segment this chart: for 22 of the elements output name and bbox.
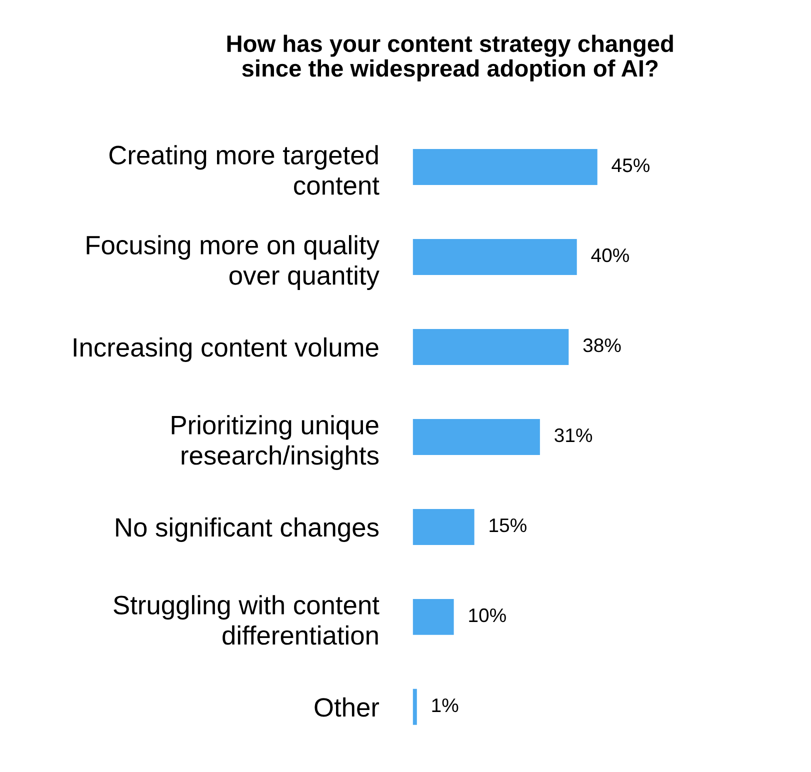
y-tick-label: Creating more targeted content (109, 145, 380, 195)
data-label: 15% (490, 518, 526, 532)
data-label: 38% (583, 338, 621, 352)
y-tick-label: Other (314, 697, 380, 717)
bar (412, 328, 569, 365)
chart-title: How has your content strategy changed since the widespread adoption of AI? (227, 34, 673, 82)
data-label: 31% (554, 428, 592, 442)
bar (412, 508, 474, 545)
data-label: 40% (591, 248, 629, 262)
y-tick-label: Focusing more on quality over quantity (86, 235, 380, 290)
data-label: 1% (432, 698, 458, 712)
data-label: 10% (469, 608, 506, 622)
y-tick-label: Increasing content volume (74, 337, 378, 362)
bar (412, 148, 598, 185)
bar (412, 238, 577, 275)
y-tick-label: Prioritizing unique research/insights (172, 415, 379, 470)
bar (412, 598, 454, 635)
bar (412, 418, 540, 455)
y-tick-label: No significant changes (116, 517, 379, 542)
bar (412, 688, 417, 725)
y-tick-label: Struggling with content differentiation (114, 595, 380, 645)
data-label: 45% (612, 158, 650, 172)
